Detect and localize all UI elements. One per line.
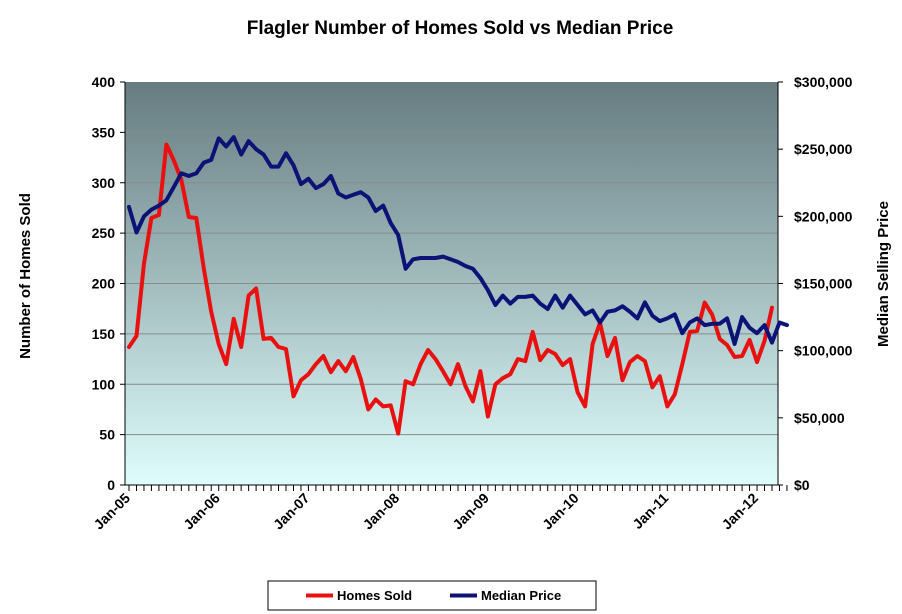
x-tick-label: Jan-10: [539, 490, 582, 533]
legend: Homes Sold Median Price: [267, 580, 597, 611]
x-tick-label: Jan-07: [270, 490, 313, 533]
right-axis-ticks: $0 $50,000 $100,000 $150,000 $200,000 $250,00…: [778, 74, 853, 493]
y-axis-label: Number of Homes Sold: [17, 193, 34, 359]
chart-title: Flagler Number of Homes Sold vs Median P…: [247, 18, 674, 39]
series-line-homes-sold: [127, 142, 774, 436]
x-tick-label: Jan-09: [449, 490, 492, 533]
y2-tick-label: $300,000: [794, 74, 853, 90]
y2-axis-label: Median Selling Price: [875, 201, 892, 347]
legend-label-homes-sold: Homes Sold: [337, 588, 412, 603]
y-tick-label: 250: [92, 225, 116, 241]
y-tick-label: 300: [92, 175, 116, 191]
x-tick-label: Jan-08: [360, 490, 403, 533]
x-axis-ticks: Jan-05 Jan-06 Jan-07 Jan-08 Jan-09 Jan-10 Jan-…: [90, 485, 788, 533]
y2-tick-label: $250,000: [794, 141, 853, 157]
legend-label-median-price: Median Price: [481, 588, 561, 603]
y-tick-label: 350: [92, 124, 116, 140]
y2-tick-label: $50,000: [794, 410, 845, 426]
y2-tick-label: $150,000: [794, 276, 853, 292]
y-tick-label: 100: [92, 376, 116, 392]
y-tick-label: 200: [92, 276, 116, 292]
left-axis-ticks: 0 50 100 150 200 250 300 350 400: [92, 74, 125, 493]
y-tick-label: 400: [92, 74, 116, 90]
x-tick-label: Jan-06: [180, 490, 223, 533]
y2-tick-label: $0: [794, 477, 810, 493]
y-tick-label: 50: [99, 427, 115, 443]
y-tick-label: 150: [92, 326, 116, 342]
x-tick-label: Jan-11: [629, 490, 671, 532]
series-line-median-price: [127, 135, 789, 346]
y-tick-label: 0: [107, 477, 115, 493]
x-tick-label: Jan-12: [718, 490, 761, 533]
y2-tick-label: $100,000: [794, 343, 853, 359]
x-tick-label: Jan-05: [90, 490, 133, 533]
series-layer: [127, 135, 789, 436]
y2-tick-label: $200,000: [794, 208, 853, 224]
